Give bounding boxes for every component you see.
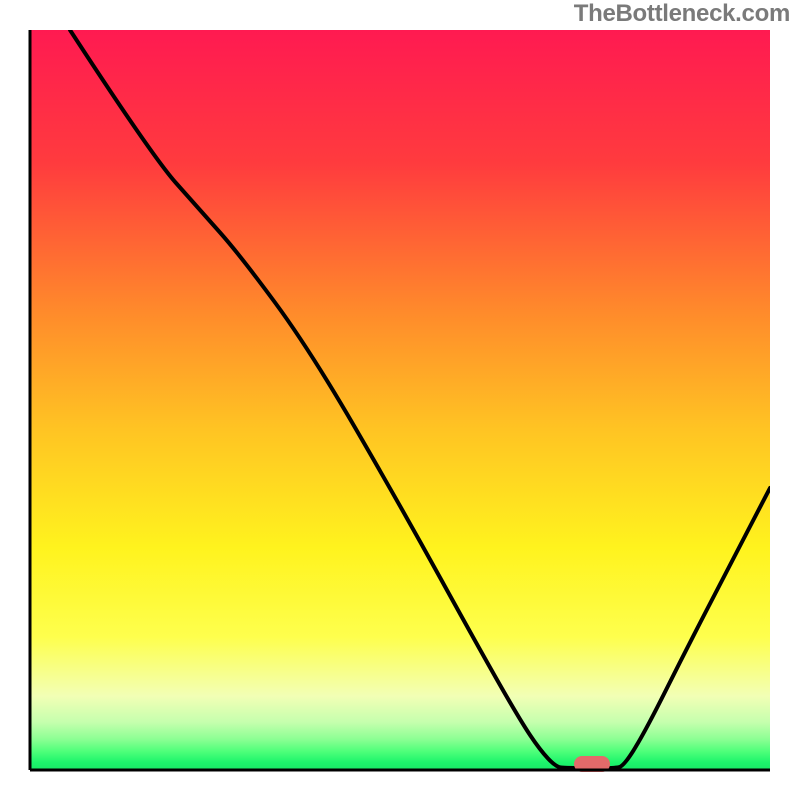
bottleneck-chart [0,0,800,800]
plot-area [30,30,770,772]
gradient-background [30,30,770,770]
